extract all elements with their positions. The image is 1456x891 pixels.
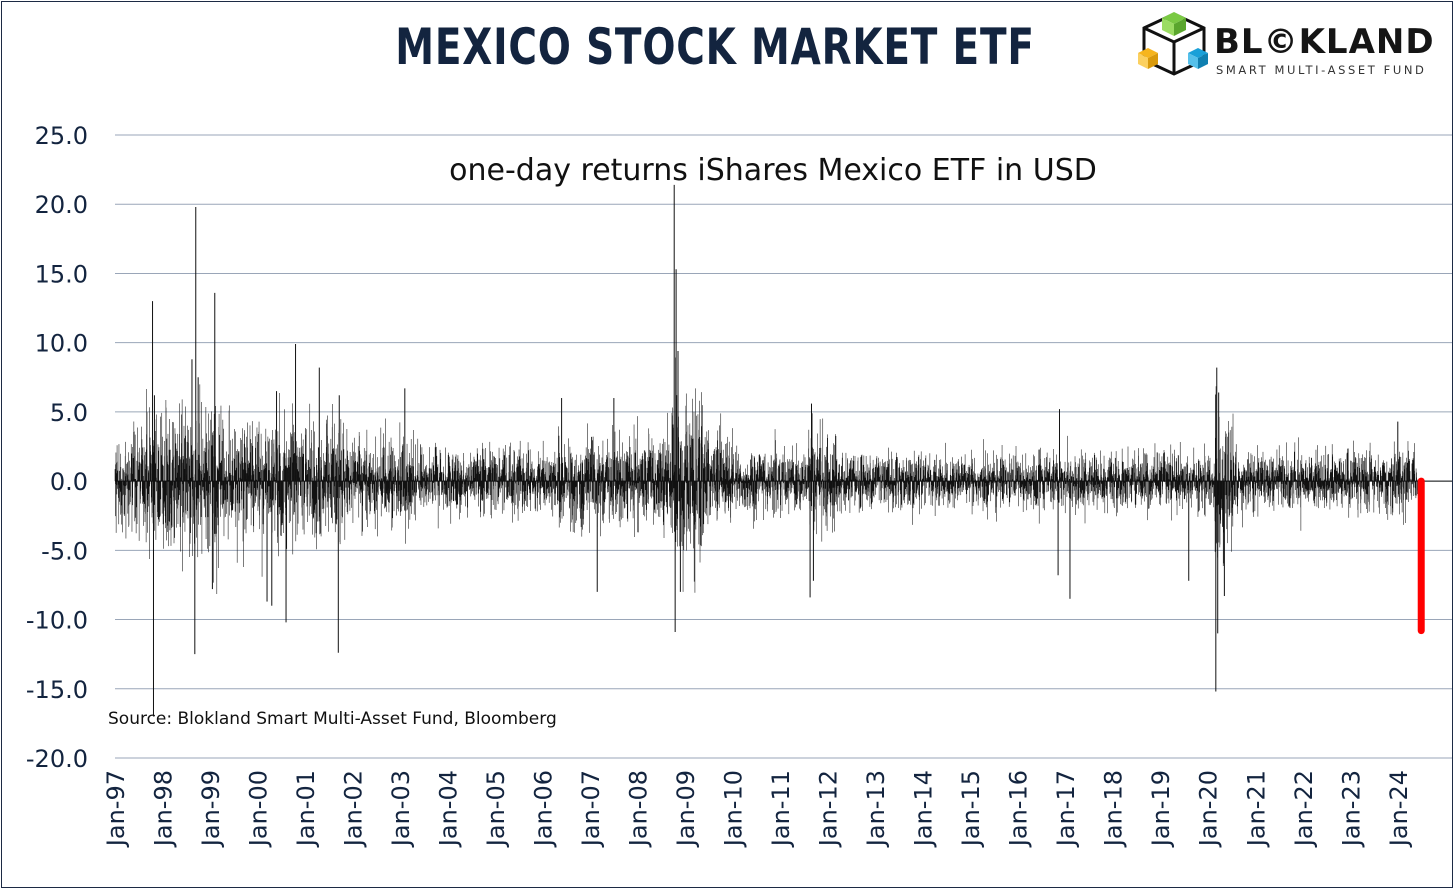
x-tick-label: Jan-16 (1005, 770, 1033, 848)
x-tick-label: Jan-00 (245, 770, 273, 848)
chart-subtitle: one-day returns iShares Mexico ETF in US… (449, 153, 1097, 188)
y-tick-label: 25.0 (35, 122, 88, 150)
x-tick-label: Jan-24 (1385, 770, 1413, 848)
y-tick-label: -15.0 (26, 676, 88, 704)
gridlines (115, 134, 1452, 759)
x-tick-label: Jan-04 (435, 770, 463, 848)
x-tick-label: Jan-09 (672, 770, 700, 848)
y-axis: 25.0 20.0 15.0 10.0 5.0 0.0 -5.0 -10.0 -15.0 -20.… (26, 122, 88, 773)
x-tick-label: Jan-17 (1052, 770, 1080, 848)
y-tick-label: 20.0 (35, 191, 88, 219)
x-tick-label: Jan-98 (150, 770, 178, 848)
blokland-logo: BL©KLAND SMART MULTI-ASSET FUND (1138, 10, 1448, 80)
x-tick-label: Jan-01 (292, 770, 320, 848)
y-tick-label: 10.0 (35, 330, 88, 358)
cube-logo-icon (1138, 12, 1208, 76)
x-tick-label: Jan-20 (1195, 770, 1223, 848)
x-tick-label: Jan-05 (482, 770, 510, 848)
x-tick-label: Jan-15 (957, 770, 985, 848)
daily-return-bars (114, 357, 1418, 595)
x-tick-label: Jan-08 (625, 770, 653, 848)
source-note: Source: Blokland Smart Multi-Asset Fund,… (108, 709, 557, 729)
x-tick-label: Jan-13 (862, 770, 890, 848)
page-title: MEXICO STOCK MARKET ETF (395, 18, 1035, 76)
x-tick-label: Jan-07 (577, 770, 605, 848)
x-tick-label: Jan-14 (910, 770, 938, 848)
x-tick-label: Jan-11 (767, 770, 795, 848)
x-tick-label: Jan-02 (340, 770, 368, 848)
x-tick-label: Jan-99 (197, 770, 225, 848)
y-tick-label: 15.0 (35, 260, 88, 288)
logo-tagline: SMART MULTI-ASSET FUND (1216, 63, 1427, 77)
y-tick-label: 5.0 (50, 399, 88, 427)
x-tick-label: Jan-21 (1242, 770, 1270, 848)
x-tick-label: Jan-06 (530, 770, 558, 848)
x-tick-label: Jan-23 (1337, 770, 1365, 848)
x-tick-label: Jan-18 (1100, 770, 1128, 848)
x-tick-label: Jan-10 (720, 770, 748, 848)
y-tick-label: -20.0 (26, 745, 88, 773)
x-tick-label: Jan-12 (815, 770, 843, 848)
x-tick-label: Jan-97 (102, 770, 130, 848)
x-tick-label: Jan-19 (1147, 770, 1175, 848)
logo-wordmark: BL©KLAND (1214, 22, 1435, 62)
y-tick-label: 0.0 (50, 468, 88, 496)
x-tick-label: Jan-22 (1290, 770, 1318, 848)
y-tick-label: -5.0 (41, 537, 88, 565)
x-axis: Jan-97 Jan-98 Jan-99 Jan-00 Jan-01 Jan-02 Jan-… (102, 770, 1413, 848)
return-bars (114, 184, 1418, 717)
y-tick-label: -10.0 (26, 607, 88, 635)
x-tick-label: Jan-03 (387, 770, 415, 848)
